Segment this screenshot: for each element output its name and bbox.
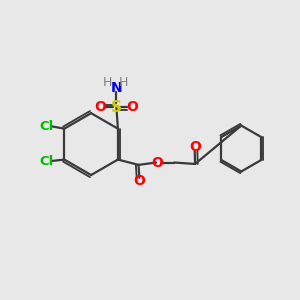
Text: H: H: [103, 76, 112, 89]
Text: S: S: [111, 100, 122, 115]
Text: Cl: Cl: [39, 120, 53, 133]
Text: O: O: [134, 174, 145, 188]
Text: N: N: [111, 81, 122, 95]
Text: H: H: [119, 76, 128, 89]
Text: O: O: [94, 100, 106, 115]
Text: O: O: [126, 100, 138, 115]
Text: O: O: [189, 140, 201, 154]
Text: O: O: [152, 155, 164, 170]
Text: Cl: Cl: [39, 154, 53, 167]
